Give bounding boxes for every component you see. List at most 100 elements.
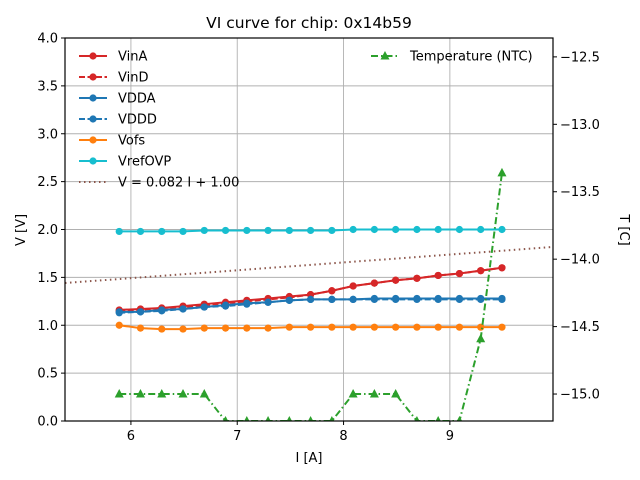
series-layer [114, 167, 507, 421]
data-point [157, 389, 167, 398]
y2-tick-label: −13.0 [560, 118, 600, 133]
data-point [221, 226, 230, 235]
data-point [306, 295, 315, 303]
y-tick-label: 1.0 [37, 319, 58, 334]
legend-swatch-marker [89, 94, 97, 102]
data-point [158, 307, 166, 315]
data-point [477, 225, 485, 234]
data-point [370, 295, 378, 303]
data-point [265, 416, 271, 421]
data-point [328, 295, 336, 303]
data-point [455, 295, 464, 303]
legend-swatch-marker [89, 52, 97, 60]
x-tick-label: 8 [339, 429, 347, 444]
data-point [285, 226, 293, 235]
y-tick-label: 1.5 [37, 271, 58, 286]
data-point [158, 227, 166, 236]
data-point [476, 333, 486, 343]
data-point [328, 226, 336, 235]
data-point [115, 227, 123, 236]
legend-label: VDDD [118, 113, 157, 128]
data-point [200, 226, 208, 235]
data-point [349, 282, 357, 290]
y-tick-label: 4.0 [37, 32, 58, 47]
data-point [392, 323, 400, 331]
legend-label: VinA [118, 50, 147, 65]
data-point [244, 416, 250, 421]
legend-item: Vofs [79, 134, 145, 149]
y2-tick-label: −13.5 [560, 185, 600, 200]
data-point [243, 226, 251, 235]
data-point [328, 287, 336, 295]
data-point [392, 225, 400, 234]
y2-tick-label: −14.5 [560, 320, 600, 335]
legend-item: VDDA [79, 92, 156, 107]
legend-item: VrefOVP [79, 155, 171, 170]
data-point [135, 389, 145, 398]
data-point [243, 300, 251, 308]
data-point [179, 227, 187, 236]
legend-item: VDDD [79, 113, 157, 128]
y-tick-label: 0.5 [37, 367, 58, 382]
data-point [414, 416, 420, 421]
data-point [370, 279, 378, 287]
data-point [455, 225, 464, 234]
data-point [179, 325, 187, 333]
y-tick-label: 2.0 [37, 223, 58, 238]
data-point [285, 296, 293, 304]
chart-title: VI curve for chip: 0x14b59 [206, 14, 412, 32]
legend-swatch-marker [89, 115, 97, 123]
data-point [199, 389, 209, 398]
data-point [434, 271, 442, 280]
y2-axis-title: T [C] [616, 213, 631, 245]
legend-label: VrefOVP [118, 155, 171, 170]
legend-label: VDDA [118, 92, 156, 107]
data-point [285, 323, 293, 331]
data-point [392, 295, 400, 303]
data-point [434, 323, 442, 331]
legend-label: V = 0.082 I + 1.00 [118, 176, 239, 191]
data-point [370, 225, 378, 234]
data-point [477, 267, 485, 275]
x-tick-label: 6 [127, 429, 135, 444]
data-point [477, 295, 485, 303]
legend-swatch-marker [380, 51, 390, 60]
data-point [222, 416, 229, 421]
legend-right: Temperature (NTC) [371, 50, 533, 65]
data-point [136, 308, 145, 316]
data-point [158, 325, 166, 333]
data-point [179, 305, 187, 313]
data-point [264, 226, 272, 235]
data-point [286, 416, 292, 421]
data-point [264, 298, 272, 306]
data-point [264, 324, 272, 332]
data-point [114, 389, 124, 398]
data-point [391, 389, 401, 398]
y-tick-label: 0.0 [37, 415, 58, 430]
data-point [328, 323, 336, 331]
data-point [413, 225, 421, 234]
data-point [392, 276, 400, 284]
data-point [413, 295, 421, 303]
y2-tick-label: −12.5 [560, 50, 600, 65]
data-point [349, 225, 357, 234]
y2-tick-label: −15.0 [560, 388, 600, 403]
y-tick-label: 2.5 [37, 175, 58, 190]
legend-label: Temperature (NTC) [409, 50, 533, 65]
legend-swatch-marker [89, 73, 97, 81]
series-vofs [115, 321, 506, 333]
legend-label: Vofs [118, 134, 145, 149]
data-point [455, 323, 464, 331]
y-tick-label: 3.0 [37, 127, 58, 142]
data-point [498, 264, 506, 272]
data-point [221, 324, 230, 332]
data-point [434, 225, 442, 234]
data-point [178, 389, 188, 398]
data-point [115, 309, 123, 317]
data-point [243, 324, 251, 332]
data-point [435, 416, 441, 421]
data-point [115, 321, 123, 329]
data-point [413, 274, 421, 282]
